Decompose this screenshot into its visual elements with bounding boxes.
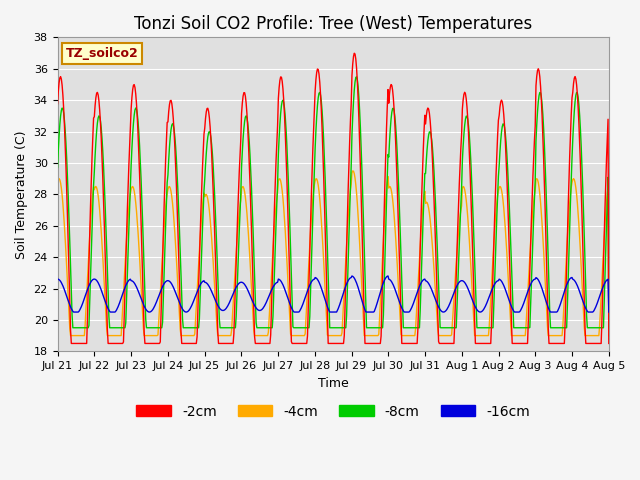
Y-axis label: Soil Temperature (C): Soil Temperature (C) [15,130,28,259]
Legend: -2cm, -4cm, -8cm, -16cm: -2cm, -4cm, -8cm, -16cm [131,399,536,424]
X-axis label: Time: Time [318,377,349,390]
Title: Tonzi Soil CO2 Profile: Tree (West) Temperatures: Tonzi Soil CO2 Profile: Tree (West) Temp… [134,15,532,33]
Text: TZ_soilco2: TZ_soilco2 [66,47,138,60]
